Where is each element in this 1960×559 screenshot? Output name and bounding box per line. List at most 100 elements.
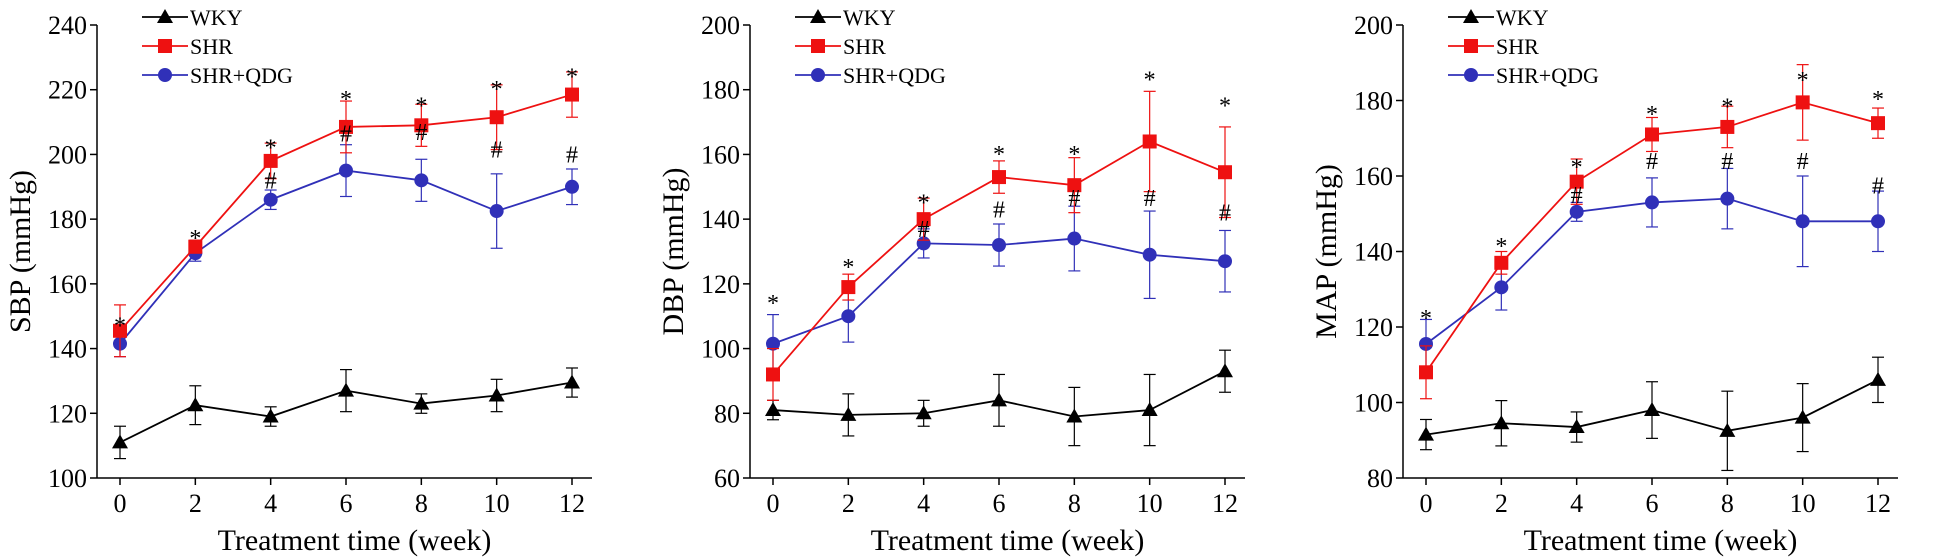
x-axis-label: Treatment time (week) [218, 524, 492, 557]
data-point-wky [1568, 419, 1585, 434]
x-tick-label: 0 [767, 489, 780, 518]
data-point-shr-qdg [1218, 254, 1232, 269]
x-tick-label: 12 [1212, 489, 1238, 518]
y-axis-label: MAP (mmHg) [1310, 164, 1343, 339]
data-point-wky [1217, 363, 1233, 378]
data-point-shr-qdg [1142, 247, 1157, 262]
data-point-shr-qdg [1645, 195, 1659, 210]
y-tick-label: 120 [48, 399, 87, 428]
x-axis-label: Treatment time (week) [871, 524, 1145, 557]
significance-hash: # [1721, 149, 1733, 175]
y-tick-label: 180 [48, 205, 87, 234]
data-point-shr [916, 212, 931, 227]
significance-star: * [1068, 142, 1080, 168]
data-point-shr [766, 367, 780, 382]
y-tick-label: 200 [1354, 11, 1393, 40]
y-axis-label: DBP (mmHg) [657, 167, 690, 335]
data-point-shr-qdg [841, 309, 856, 324]
data-point-wky [1644, 402, 1660, 417]
significance-star: * [491, 77, 503, 103]
data-point-wky [1493, 415, 1510, 430]
x-axis-label: Treatment time (week) [1524, 524, 1798, 557]
data-point-wky [1719, 422, 1736, 437]
x-tick-label: 12 [1865, 489, 1891, 518]
y-tick-label: 100 [48, 464, 87, 493]
data-point-shr-qdg [1569, 204, 1584, 219]
data-point-shr [1142, 134, 1157, 149]
data-point-shr-qdg [339, 163, 353, 178]
data-point-wky [1418, 426, 1434, 441]
significance-hash: # [491, 138, 503, 164]
x-tick-label: 0 [114, 489, 127, 518]
data-point-shr [1720, 119, 1735, 134]
significance-hash: # [1571, 183, 1583, 209]
x-tick-label: 8 [1068, 489, 1081, 518]
data-point-shr [339, 119, 353, 134]
x-tick-label: 6 [993, 489, 1006, 518]
data-point-wky [1870, 371, 1886, 386]
y-tick-label: 200 [701, 11, 740, 40]
legend-marker-wky [1463, 9, 1479, 23]
y-tick-label: 100 [1354, 389, 1393, 418]
legend-marker-shr [1464, 39, 1478, 53]
significance-star: * [767, 291, 779, 317]
legend-marker-shr-qdg [811, 68, 825, 82]
x-tick-label: 10 [1137, 489, 1163, 518]
data-point-shr [188, 239, 203, 254]
data-point-wky [840, 406, 857, 421]
map-chart: 80 100 120 140 160 180 200 0 2 4 6 8 10 12 Treatment t… [1310, 5, 1898, 557]
y-tick-label: 200 [48, 140, 87, 169]
significance-star: * [1797, 68, 1809, 94]
data-point-wky [488, 387, 505, 402]
data-point-shr-qdg [1419, 336, 1433, 351]
data-point-shr-qdg [414, 173, 429, 188]
data-point-shr-qdg [766, 336, 780, 351]
legend-label-wky: WKY [843, 5, 896, 30]
x-tick-label: 2 [189, 489, 202, 518]
data-point-shr-qdg [1720, 191, 1735, 206]
data-point-shr-qdg [1067, 231, 1082, 246]
data-point-shr [113, 323, 127, 338]
y-tick-label: 80 [714, 399, 740, 428]
legend-label-shr: SHR [843, 34, 886, 59]
significance-hash: # [1872, 173, 1884, 199]
y-tick-label: 60 [714, 464, 740, 493]
legend-marker-shr [811, 39, 825, 53]
significance-hash: # [993, 197, 1005, 223]
y-tick-label: 160 [701, 140, 740, 169]
data-point-shr [1569, 174, 1584, 189]
legend-label-shr-qdg: SHR+QDG [1496, 63, 1599, 88]
x-tick-label: 4 [264, 489, 277, 518]
significance-star: * [1420, 306, 1432, 332]
x-tick-label: 6 [340, 489, 353, 518]
data-point-shr-qdg [489, 204, 504, 219]
legend-label-shr: SHR [190, 34, 233, 59]
significance-hash: # [265, 168, 277, 194]
x-tick-label: 10 [1790, 489, 1816, 518]
x-tick-label: 12 [559, 489, 585, 518]
x-tick-label: 4 [1570, 489, 1583, 518]
legend-marker-shr [158, 39, 172, 53]
y-tick-label: 220 [48, 76, 87, 105]
data-point-wky [262, 408, 279, 423]
legend-label-shr: SHR [1496, 34, 1539, 59]
x-tick-label: 8 [415, 489, 428, 518]
x-tick-label: 8 [1721, 489, 1734, 518]
x-tick-label: 0 [1420, 489, 1433, 518]
y-tick-label: 120 [1354, 313, 1393, 342]
significance-star: * [114, 313, 126, 339]
y-tick-label: 180 [1354, 87, 1393, 116]
y-tick-label: 100 [701, 335, 740, 364]
x-tick-label: 2 [842, 489, 855, 518]
significance-star: * [265, 135, 277, 161]
significance-hash: # [1219, 201, 1231, 227]
legend-marker-shr-qdg [1464, 68, 1478, 82]
legend-marker-wky [810, 9, 826, 23]
significance-hash: # [1646, 149, 1658, 175]
data-point-shr [489, 110, 504, 125]
data-point-shr-qdg [992, 238, 1006, 253]
significance-hash: # [1144, 186, 1156, 212]
significance-star: * [1872, 87, 1884, 113]
significance-star: * [1219, 93, 1231, 119]
legend-label-wky: WKY [1496, 5, 1549, 30]
